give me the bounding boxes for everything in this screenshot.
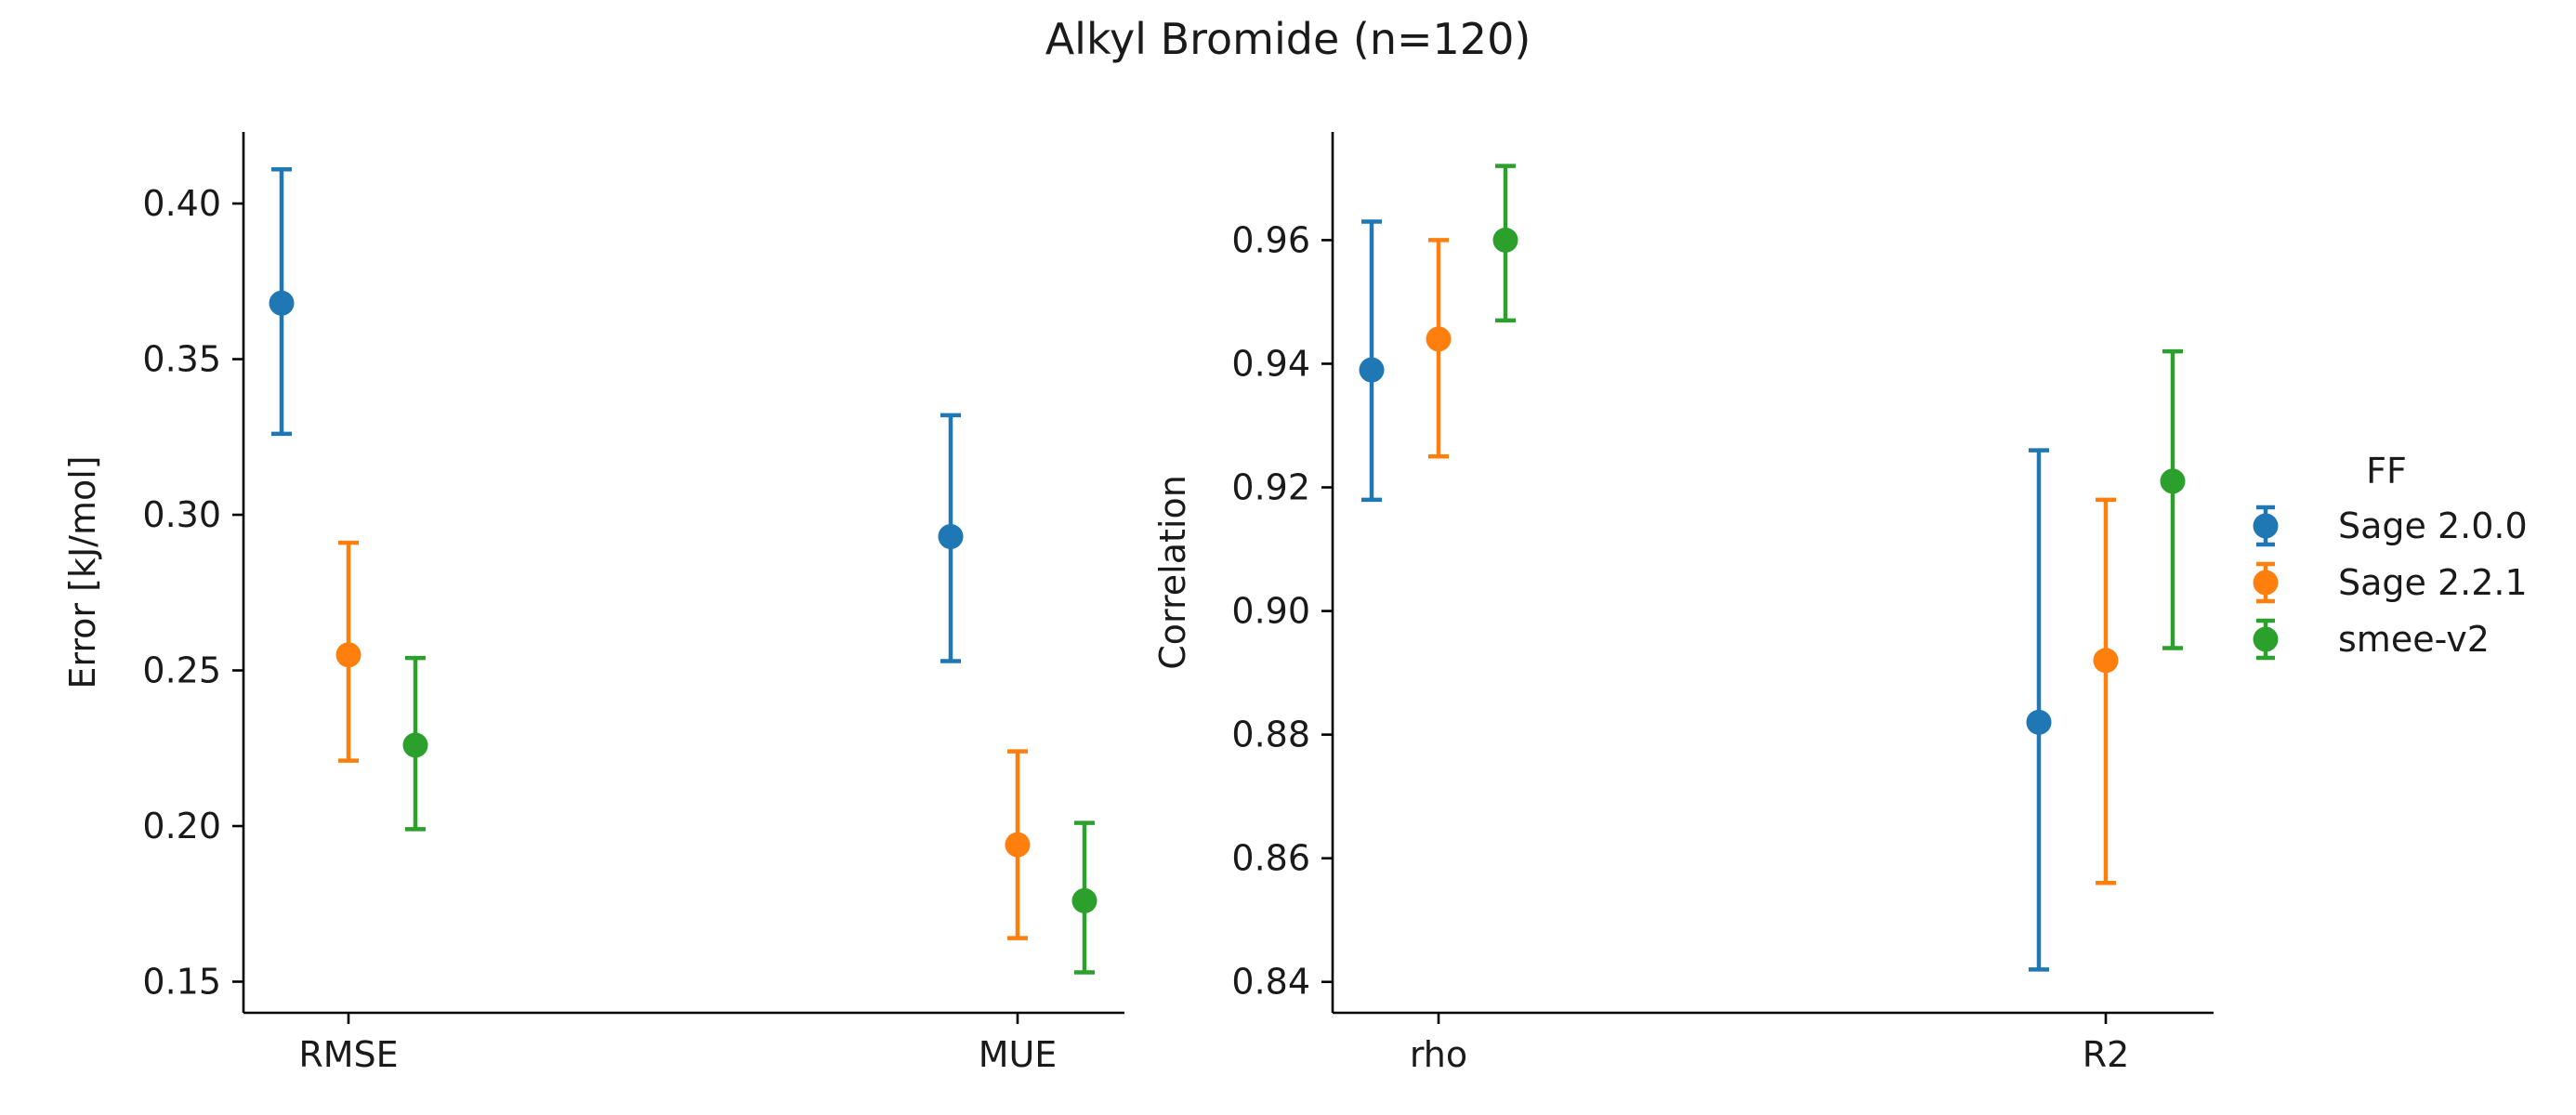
panel-2: 0.84 0.86 0.88 0.90 0.92 0.94 0.96 rho R2 Correla… (1152, 132, 2214, 1075)
series-smee-v2 (1492, 164, 2186, 650)
x-tick-label: R2 (2083, 1034, 2130, 1075)
series-sage-2-2-1 (335, 540, 1031, 940)
panel-1: 0.15 0.20 0.25 0.30 0.35 0.40 RMSE MUE Error [kJ… (62, 132, 1124, 1075)
legend-label: Sage 2.0.0 (2338, 505, 2528, 546)
data-point (402, 732, 428, 758)
data-point (1005, 832, 1031, 858)
legend: FF Sage 2.0.0 Sage 2.2.1 smee-v2 (2253, 451, 2528, 661)
legend-entry: Sage 2.2.1 (2253, 561, 2528, 604)
legend-label: smee-v2 (2338, 619, 2490, 660)
x-tick-label: rho (1410, 1034, 1467, 1075)
y-axis-label: Error [kJ/mol] (62, 455, 103, 689)
y-tick-label: 0.15 (142, 962, 221, 1003)
legend-marker (2253, 570, 2279, 596)
y-tick-label: 0.20 (142, 806, 221, 846)
series-sage-2-2-1 (1426, 238, 2119, 885)
data-point (1071, 887, 1097, 913)
x-tick-label: RMSE (298, 1034, 398, 1075)
y-tick-label: 0.25 (142, 650, 221, 691)
legend-entry: smee-v2 (2253, 618, 2490, 661)
y-tick-label: 0.40 (142, 183, 221, 224)
data-point (1359, 357, 1385, 383)
data-point (1426, 326, 1452, 352)
legend-entry: Sage 2.0.0 (2253, 505, 2528, 547)
legend-title: FF (2366, 451, 2407, 492)
y-tick-label: 0.92 (1231, 467, 1310, 508)
y-tick-label: 0.94 (1231, 343, 1310, 384)
legend-marker (2253, 513, 2279, 539)
series-sage-2-0-0 (269, 166, 964, 663)
y-tick-label: 0.30 (142, 494, 221, 535)
legend-marker (2253, 626, 2279, 652)
data-point (2093, 648, 2119, 674)
data-point (2026, 709, 2052, 735)
y-tick-label: 0.84 (1231, 962, 1310, 1003)
series-smee-v2 (402, 655, 1097, 975)
y-tick-label: 0.86 (1231, 838, 1310, 879)
data-point (1492, 227, 1518, 253)
y-tick-label: 0.35 (142, 339, 221, 380)
y-axis-label: Correlation (1152, 475, 1193, 670)
y-tick-label: 0.96 (1231, 219, 1310, 260)
data-point (938, 523, 964, 549)
chart-panels: 0.15 0.20 0.25 0.30 0.35 0.40 RMSE MUE Error [kJ… (62, 132, 2214, 1075)
chart-title: Alkyl Bromide (n=120) (1045, 14, 1531, 64)
data-point (335, 642, 361, 668)
y-tick-label: 0.88 (1231, 715, 1310, 755)
series-sage-2-0-0 (1359, 219, 2052, 972)
y-tick-label: 0.90 (1231, 591, 1310, 632)
data-point (2160, 468, 2186, 494)
legend-label: Sage 2.2.1 (2338, 562, 2528, 603)
x-tick-label: MUE (979, 1034, 1058, 1075)
data-point (269, 290, 295, 316)
